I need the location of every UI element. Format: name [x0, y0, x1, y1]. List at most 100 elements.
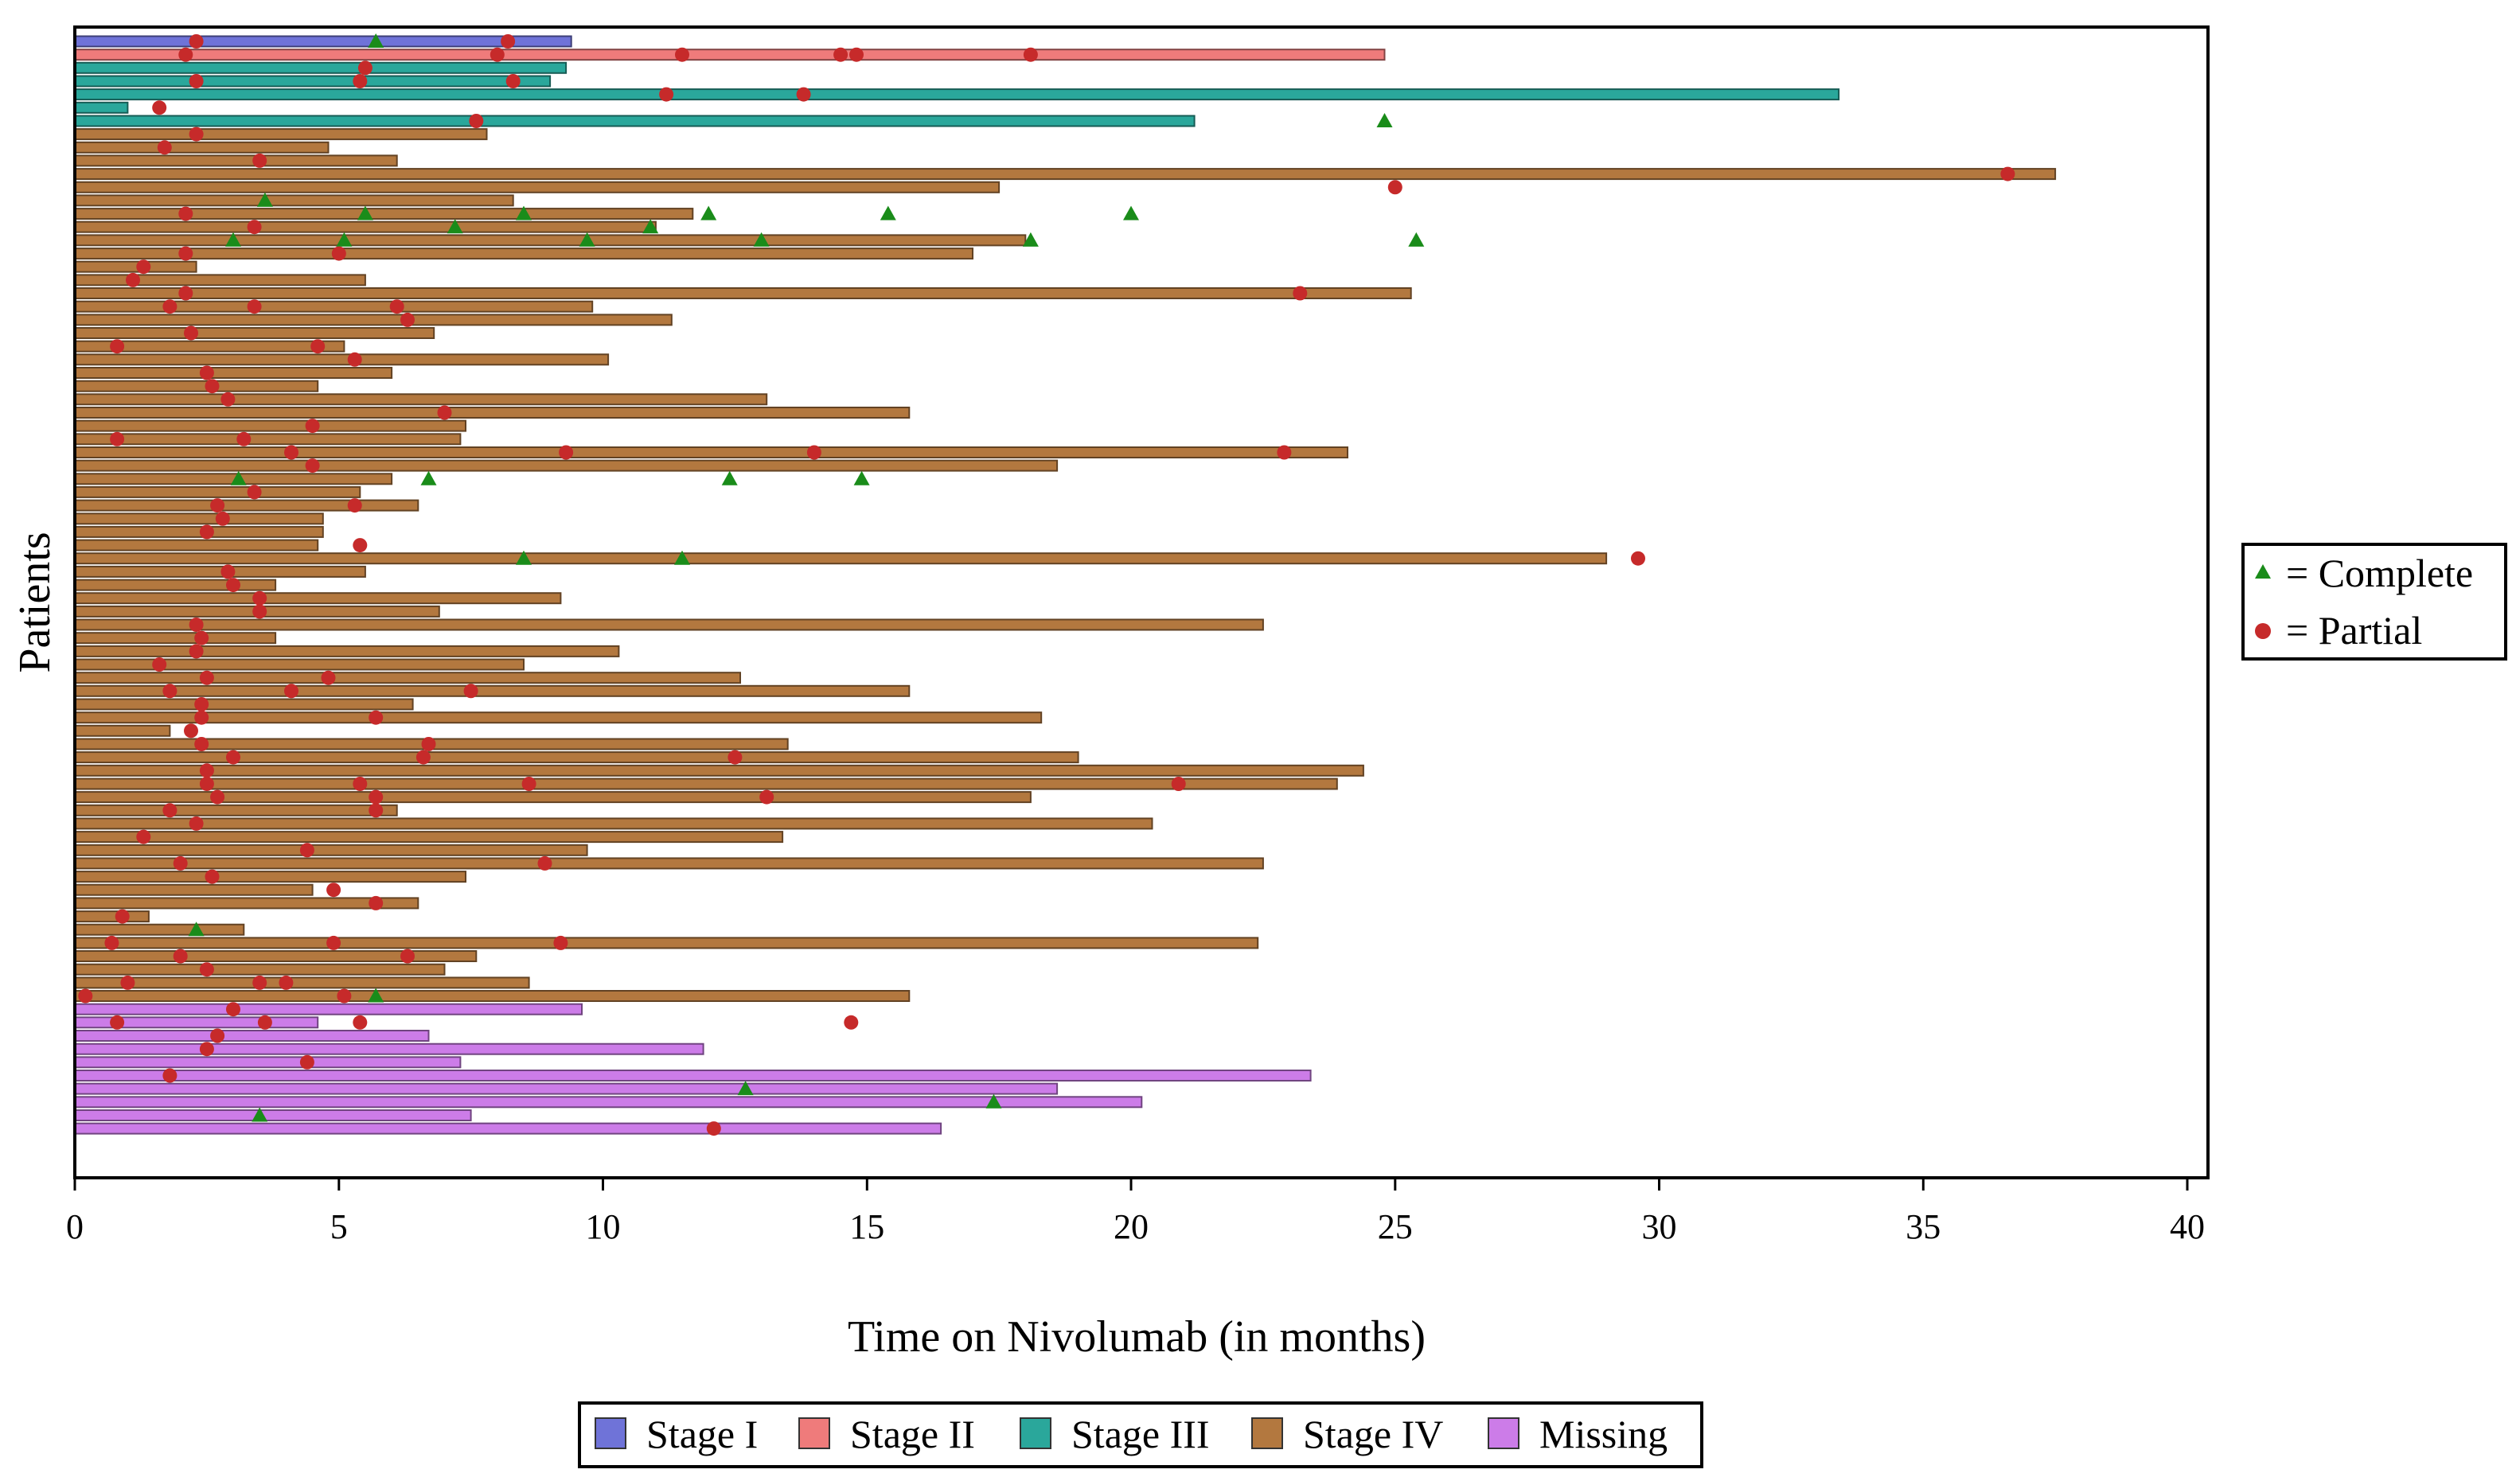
partial-response-marker — [505, 74, 521, 88]
patient-bar-stage-iv — [74, 937, 1259, 949]
missing-legend-swatch — [1488, 1417, 1519, 1449]
partial-response-marker — [537, 855, 552, 871]
patient-bar-stage-iv — [74, 314, 673, 326]
partial-response-marker — [136, 829, 151, 844]
missing-legend-label: Missing — [1539, 1412, 1668, 1456]
patient-bar-stage-iv — [74, 128, 488, 141]
patient-bar-stage-iii — [74, 75, 552, 88]
partial-response-marker — [189, 74, 204, 88]
partial-response-marker — [178, 47, 193, 62]
patient-bar-stage-iv — [74, 764, 1364, 777]
partial-response-marker — [400, 949, 415, 964]
x-axis-title: Time on Nivolumab (in months) — [848, 1312, 1426, 1362]
partial-response-marker — [353, 538, 368, 553]
partial-response-marker — [247, 299, 262, 314]
partial-response-marker — [199, 365, 214, 380]
partial-response-marker — [844, 1015, 859, 1030]
patient-bar-stage-iii — [74, 115, 1196, 127]
patient-bar-missing — [74, 1030, 430, 1042]
patient-bar-stage-iv — [74, 274, 366, 286]
partial-response-marker — [220, 564, 236, 579]
partial-response-marker — [115, 909, 130, 924]
complete-response-marker — [368, 33, 384, 48]
partial-response-marker — [194, 630, 209, 645]
x-tick-label: 15 — [849, 1207, 884, 1246]
patient-bar-stage-iv — [74, 592, 562, 605]
patient-bar-stage-iv — [74, 976, 530, 989]
partial-response-marker — [226, 750, 240, 765]
partial-response-marker — [110, 339, 125, 354]
partial-response-marker — [199, 1042, 214, 1057]
complete-response-marker — [336, 232, 353, 247]
complete-response-marker — [357, 205, 373, 220]
partial-response-marker — [501, 34, 516, 49]
patient-bar-stage-iv — [74, 817, 1153, 830]
partial-response-marker — [389, 299, 404, 314]
partial-response-marker — [178, 246, 193, 261]
partial-response-marker — [369, 895, 384, 910]
patient-bar-stage-iv — [74, 260, 197, 273]
patient-bar-stage-iv — [74, 950, 478, 962]
partial-response-marker — [226, 578, 240, 593]
partial-response-marker — [126, 272, 140, 287]
patient-bar-stage-iv — [74, 287, 1412, 299]
partial-response-marker — [347, 352, 362, 367]
patient-bar-stage-iv — [74, 327, 435, 339]
partial-response-marker — [210, 498, 225, 513]
patient-bar-stage-iv — [74, 525, 324, 538]
partial-response-marker — [252, 604, 267, 619]
patient-bar-stage-iii — [74, 61, 568, 74]
partial-response-marker — [199, 962, 214, 977]
partial-response-marker — [184, 723, 198, 739]
complete-response-marker — [1408, 232, 1425, 247]
partial-response-marker — [1023, 47, 1038, 62]
patient-bar-stage-iii — [74, 88, 1840, 101]
complete-response-marker — [368, 988, 384, 1003]
partial-response-marker — [659, 87, 674, 102]
patient-bar-missing — [74, 1122, 942, 1135]
patient-bar-stage-iv — [74, 208, 694, 220]
patient-bar-stage-iv — [74, 380, 319, 392]
patient-bar-missing — [74, 1043, 704, 1055]
partial-response-marker — [305, 458, 320, 474]
partial-response-marker — [675, 47, 689, 62]
stage-legend: Stage I Stage II Stage III Stage IV Miss… — [578, 1401, 1703, 1468]
complete-response-marker — [700, 205, 717, 220]
patient-bar-stage-iii — [74, 101, 129, 114]
partial-response-marker — [521, 777, 536, 791]
complete-response-marker — [579, 232, 595, 247]
partial-response-marker — [199, 777, 214, 791]
patient-bar-missing — [74, 1003, 583, 1015]
partial-response-marker — [173, 949, 188, 964]
patient-bar-stage-iv — [74, 353, 610, 366]
complete-response-marker — [1376, 113, 1393, 127]
partial-response-marker — [796, 87, 811, 102]
x-axis: 0 5 10 15 20 25 30 35 40 — [66, 1176, 2205, 1246]
complete-response-marker — [516, 205, 532, 220]
partial-response-marker — [279, 975, 294, 990]
patient-bar-stage-iv — [74, 672, 741, 684]
patient-bar-missing — [74, 1096, 1143, 1109]
partial-response-marker — [110, 1015, 125, 1030]
partial-response-marker — [194, 697, 209, 711]
partial-response-marker — [110, 431, 125, 446]
complete-response-marker — [737, 1081, 754, 1096]
x-tick-label: 0 — [66, 1207, 84, 1246]
partial-response-marker — [421, 737, 436, 751]
partial-response-marker — [1171, 777, 1186, 791]
complete-response-marker — [420, 470, 437, 485]
partial-response-marker — [252, 153, 267, 168]
partial-response-marker — [331, 246, 346, 261]
patient-bar-stage-iv — [74, 154, 398, 167]
complete-response-marker — [230, 470, 247, 485]
stage-ii-legend-label: Stage II — [850, 1412, 975, 1456]
partial-response-marker — [220, 392, 236, 407]
complete-response-marker — [256, 192, 273, 207]
partial-response-marker — [252, 590, 267, 606]
partial-response-marker — [326, 883, 341, 898]
stage-iii-legend-swatch — [1020, 1417, 1051, 1449]
partial-response-marker — [284, 445, 298, 460]
partial-response-legend-marker — [2255, 623, 2271, 639]
partial-response-marker — [152, 100, 167, 115]
partial-response-marker — [210, 789, 225, 805]
